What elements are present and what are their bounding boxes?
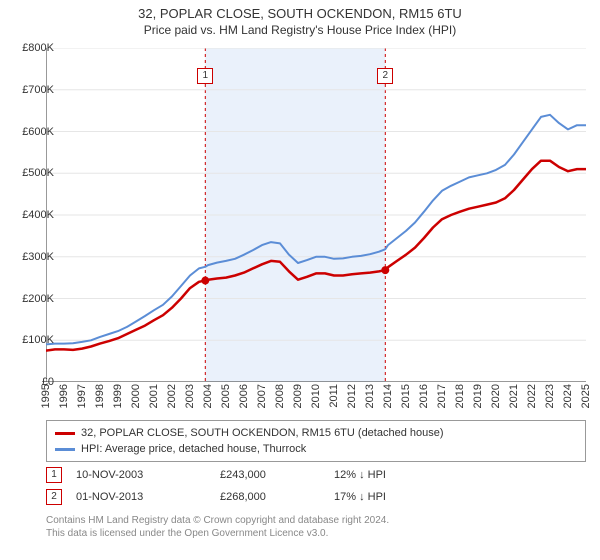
xtick-label: 2001 [148, 384, 160, 408]
xtick-label: 2017 [436, 384, 448, 408]
title-line-2: Price paid vs. HM Land Registry's House … [0, 23, 600, 37]
chart-container: 32, POPLAR CLOSE, SOUTH OCKENDON, RM15 6… [0, 0, 600, 560]
ytick-label: £500K [10, 167, 54, 179]
sales-table: 1 10-NOV-2003 £243,000 12% ↓ HPI 2 01-NO… [46, 464, 586, 508]
footer-line-2: This data is licensed under the Open Gov… [46, 527, 586, 540]
sale-price-2: £268,000 [220, 491, 320, 503]
xtick-label: 2015 [400, 384, 412, 408]
sale-date-2: 01-NOV-2013 [76, 491, 206, 503]
ytick-label: £100K [10, 334, 54, 346]
xtick-label: 1997 [76, 384, 88, 408]
xtick-label: 1995 [40, 384, 52, 408]
legend-swatch-hpi [55, 448, 75, 451]
xtick-label: 2004 [202, 384, 214, 408]
xtick-label: 2012 [346, 384, 358, 408]
xtick-label: 2005 [220, 384, 232, 408]
sale-marker-2: 2 [46, 489, 62, 505]
xtick-label: 2002 [166, 384, 178, 408]
chart-area [46, 48, 586, 382]
xtick-label: 2025 [580, 384, 592, 408]
title-block: 32, POPLAR CLOSE, SOUTH OCKENDON, RM15 6… [0, 0, 600, 37]
ytick-label: £800K [10, 42, 54, 54]
ytick-label: £700K [10, 84, 54, 96]
sale-date-1: 10-NOV-2003 [76, 469, 206, 481]
xtick-label: 2003 [184, 384, 196, 408]
xtick-label: 2000 [130, 384, 142, 408]
sale-row-1: 1 10-NOV-2003 £243,000 12% ↓ HPI [46, 464, 586, 486]
ytick-label: £200K [10, 293, 54, 305]
xtick-label: 2014 [382, 384, 394, 408]
xtick-label: 2020 [490, 384, 502, 408]
xtick-label: 1999 [112, 384, 124, 408]
legend-label-price-paid: 32, POPLAR CLOSE, SOUTH OCKENDON, RM15 6… [81, 427, 444, 439]
xtick-label: 2013 [364, 384, 376, 408]
legend-label-hpi: HPI: Average price, detached house, Thur… [81, 443, 306, 455]
sale-hpi-2: 17% ↓ HPI [334, 491, 434, 503]
xtick-label: 2019 [472, 384, 484, 408]
xtick-label: 2008 [274, 384, 286, 408]
sale-marker-1: 1 [46, 467, 62, 483]
xtick-label: 1996 [58, 384, 70, 408]
ytick-label: £300K [10, 251, 54, 263]
sale-row-2: 2 01-NOV-2013 £268,000 17% ↓ HPI [46, 486, 586, 508]
xtick-label: 2009 [292, 384, 304, 408]
xtick-label: 2022 [526, 384, 538, 408]
footer: Contains HM Land Registry data © Crown c… [46, 514, 586, 540]
legend-swatch-price-paid [55, 432, 75, 435]
xtick-label: 1998 [94, 384, 106, 408]
ytick-label: £400K [10, 209, 54, 221]
title-line-1: 32, POPLAR CLOSE, SOUTH OCKENDON, RM15 6… [0, 6, 600, 21]
legend-row-price-paid: 32, POPLAR CLOSE, SOUTH OCKENDON, RM15 6… [55, 425, 577, 441]
chart-marker-box: 2 [377, 68, 393, 84]
xtick-label: 2006 [238, 384, 250, 408]
xtick-label: 2021 [508, 384, 520, 408]
chart-svg [46, 48, 586, 382]
chart-marker-box: 1 [197, 68, 213, 84]
xtick-label: 2023 [544, 384, 556, 408]
xtick-label: 2011 [328, 384, 340, 408]
xtick-label: 2018 [454, 384, 466, 408]
sale-hpi-1: 12% ↓ HPI [334, 469, 434, 481]
ytick-label: £600K [10, 126, 54, 138]
xtick-label: 2024 [562, 384, 574, 408]
footer-line-1: Contains HM Land Registry data © Crown c… [46, 514, 586, 527]
xtick-label: 2010 [310, 384, 322, 408]
sale-price-1: £243,000 [220, 469, 320, 481]
legend-row-hpi: HPI: Average price, detached house, Thur… [55, 441, 577, 457]
xtick-label: 2016 [418, 384, 430, 408]
legend-panel: 32, POPLAR CLOSE, SOUTH OCKENDON, RM15 6… [46, 420, 586, 462]
xtick-label: 2007 [256, 384, 268, 408]
